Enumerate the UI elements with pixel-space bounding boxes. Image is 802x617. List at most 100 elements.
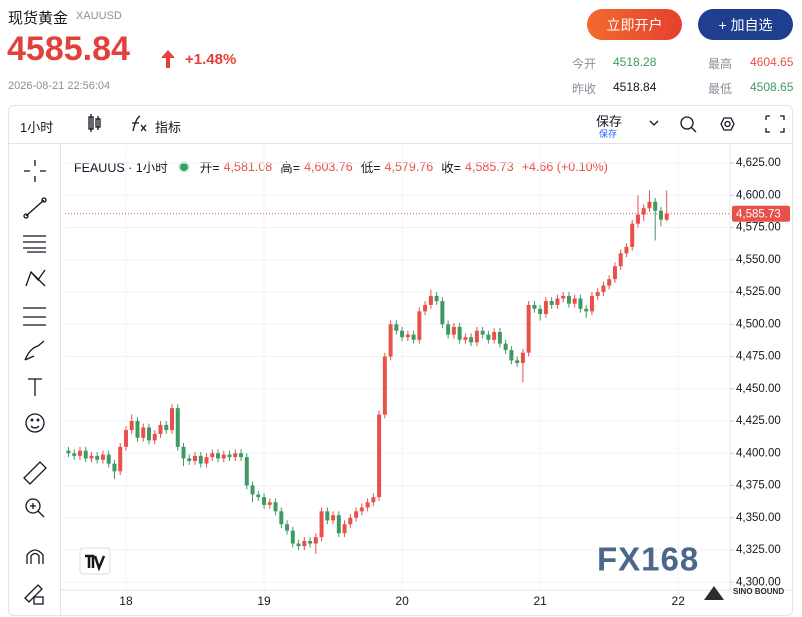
stat-value: 4604.65 <box>750 55 794 69</box>
sidebar-divider <box>60 143 61 616</box>
stat-value: 4518.84 <box>613 80 657 94</box>
save-button[interactable]: 保存 <box>596 114 623 129</box>
candle-body <box>313 537 318 544</box>
candle-body <box>244 457 249 486</box>
drawing-tools <box>23 160 47 605</box>
candle-body <box>348 517 353 525</box>
candle-body <box>319 511 324 538</box>
candle-body <box>509 350 514 361</box>
candle-body <box>434 295 439 302</box>
candle-body <box>325 511 330 521</box>
candle-body <box>653 201 658 211</box>
candle-body <box>233 453 238 458</box>
candle-body <box>480 330 485 335</box>
candle-body <box>279 511 284 525</box>
candle-body <box>538 308 543 314</box>
candle-body <box>400 330 405 338</box>
candle-body <box>664 213 669 220</box>
candle-body <box>440 301 445 325</box>
candle-body <box>146 427 151 441</box>
candle-body <box>181 446 186 459</box>
candle-body <box>267 502 272 505</box>
indicators-button[interactable]: 指标 <box>155 120 182 135</box>
candle-body <box>296 543 301 547</box>
y-tick-label: 4,575.00 <box>736 222 781 234</box>
candle-body <box>578 298 583 309</box>
x-tick-label: 21 <box>533 594 547 608</box>
candle-body <box>158 424 163 434</box>
chart-frame <box>8 105 793 616</box>
candle-body <box>647 201 652 209</box>
candle-body <box>463 337 468 340</box>
candle-body <box>354 511 359 518</box>
candle-body <box>239 453 244 458</box>
legend-label: 收= <box>441 161 462 175</box>
toolbar-icons <box>88 114 785 133</box>
candle-body <box>601 285 606 293</box>
candle-body <box>428 295 433 305</box>
candle-body <box>469 337 474 343</box>
candle-body <box>584 308 589 312</box>
candle-body <box>572 298 577 304</box>
candle-body <box>331 515 336 521</box>
y-tick-label: 4,600.00 <box>736 189 781 201</box>
price: 4585.84 <box>7 30 130 68</box>
candle-body <box>169 408 174 431</box>
open-account-button[interactable]: 立即开户 <box>587 9 682 40</box>
y-tick-label: 4,325.00 <box>736 544 781 556</box>
y-tick-label: 4,375.00 <box>736 480 781 492</box>
candle-body <box>561 295 566 299</box>
candle-body <box>532 304 537 309</box>
candle-body <box>612 266 617 280</box>
candle-body <box>497 332 502 344</box>
candle-body <box>526 304 531 353</box>
stat-label: 今开 <box>572 57 597 71</box>
candle-body <box>371 497 376 503</box>
candle-body <box>589 295 594 312</box>
candle-body <box>336 515 341 534</box>
stat-label: 最低 <box>708 82 733 96</box>
candle-body <box>515 360 520 363</box>
candle-body <box>123 430 128 447</box>
interval-button[interactable]: 1小时 <box>20 120 54 135</box>
candle-body <box>227 454 232 458</box>
x-tick-label: 19 <box>257 594 271 608</box>
y-tick-label: 4,400.00 <box>736 447 781 459</box>
y-tick-label: 4,500.00 <box>736 318 781 330</box>
candle-body <box>630 223 635 247</box>
candle-body <box>262 497 267 505</box>
stat-label: 最高 <box>708 57 733 71</box>
candle-body <box>308 540 313 544</box>
candle-body <box>89 455 94 459</box>
candle-body <box>486 334 491 340</box>
candle-body <box>273 502 278 512</box>
asset-name: 现货黄金 <box>8 10 69 27</box>
candle-body <box>446 324 451 335</box>
candle-body <box>135 421 140 438</box>
candles <box>66 190 669 554</box>
candle-body <box>607 279 612 286</box>
candle-body <box>417 311 422 340</box>
candle-body <box>624 246 629 254</box>
candle-body <box>256 494 261 498</box>
y-tick-label: 4,425.00 <box>736 415 781 427</box>
candle-body <box>492 332 497 340</box>
x-tick-label: 18 <box>119 594 133 608</box>
candle-body <box>641 208 646 215</box>
corner-logo: SINO BOUND <box>733 587 784 596</box>
candle-body <box>204 457 209 464</box>
candle-body <box>187 458 192 462</box>
candle-body <box>95 455 100 460</box>
tv-logo <box>79 547 111 575</box>
x-tick-label: 22 <box>672 594 686 608</box>
candle-body <box>66 450 71 454</box>
last-price-tag <box>732 205 790 222</box>
watchlist-button[interactable]: + 加自选 <box>698 9 793 40</box>
price-change: +1.48% <box>185 51 237 68</box>
grid <box>65 145 730 590</box>
candle-body <box>635 214 640 224</box>
candle-body <box>118 446 123 472</box>
y-tick-label: 4,450.00 <box>736 383 781 395</box>
